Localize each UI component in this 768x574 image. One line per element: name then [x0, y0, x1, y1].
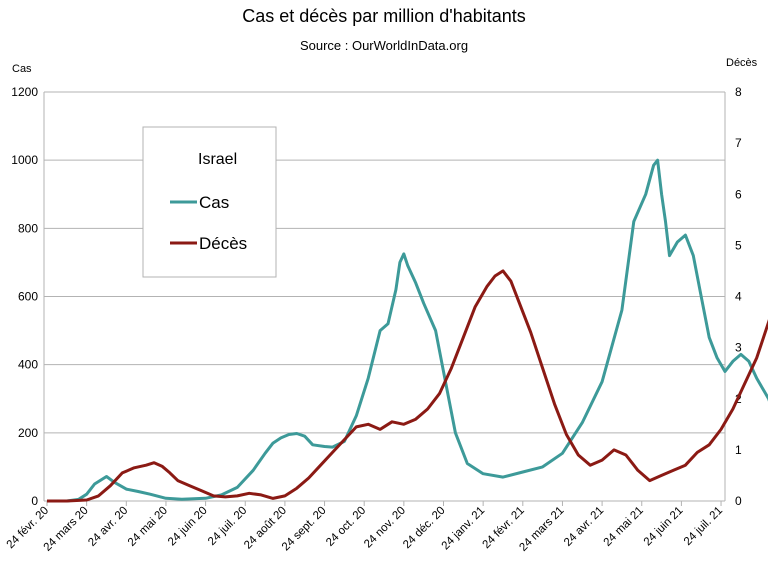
x-tick-label: 24 juin 21 [642, 505, 686, 549]
chart-subtitle: Source : OurWorldInData.org [300, 38, 468, 53]
x-tick-label: 24 avr. 21 [562, 505, 606, 549]
legend-label-cas: Cas [199, 193, 229, 212]
x-tick-label: 24 mai 20 [126, 505, 170, 549]
series-lines [47, 158, 768, 503]
left-y-axis-ticks: 0 200 400 600 800 1000 1200 [11, 85, 38, 508]
left-y-tick-label: 800 [18, 221, 38, 235]
right-axis-unit-label: Décès [726, 57, 758, 69]
legend: Israel Cas Décès [142, 126, 277, 278]
left-axis-unit-label: Cas [12, 63, 32, 75]
legend-box [142, 126, 277, 278]
right-y-tick-label: 1 [735, 443, 742, 457]
series-line-deces [47, 269, 768, 503]
x-tick-label: 24 avr. 20 [86, 505, 130, 549]
left-y-tick-label: 600 [18, 290, 38, 304]
right-y-tick-label: 8 [735, 85, 742, 99]
right-y-tick-label: 6 [735, 187, 742, 201]
legend-label-deces: Décès [199, 234, 247, 253]
right-y-tick-label: 4 [735, 290, 742, 304]
right-y-tick-label: 5 [735, 238, 742, 252]
legend-title: Israel [198, 151, 237, 168]
left-y-tick-label: 1200 [11, 85, 38, 99]
right-y-tick-label: 0 [735, 494, 742, 508]
right-y-tick-label: 3 [735, 341, 742, 355]
left-y-tick-label: 400 [18, 358, 38, 372]
x-tick-label: 24 mai 21 [602, 505, 646, 549]
left-y-tick-label: 0 [31, 494, 38, 508]
x-tick-label: 24 juil. 21 [682, 505, 725, 548]
series-line-cas [47, 158, 768, 503]
chart-title: Cas et décès par million d'habitants [242, 6, 526, 26]
left-y-tick-label: 200 [18, 426, 38, 440]
x-tick-label: 24 juin 20 [166, 505, 210, 549]
left-y-tick-label: 1000 [11, 153, 38, 167]
right-y-tick-label: 7 [735, 136, 742, 150]
x-tick-label: 24 janv. 21 [440, 505, 488, 553]
